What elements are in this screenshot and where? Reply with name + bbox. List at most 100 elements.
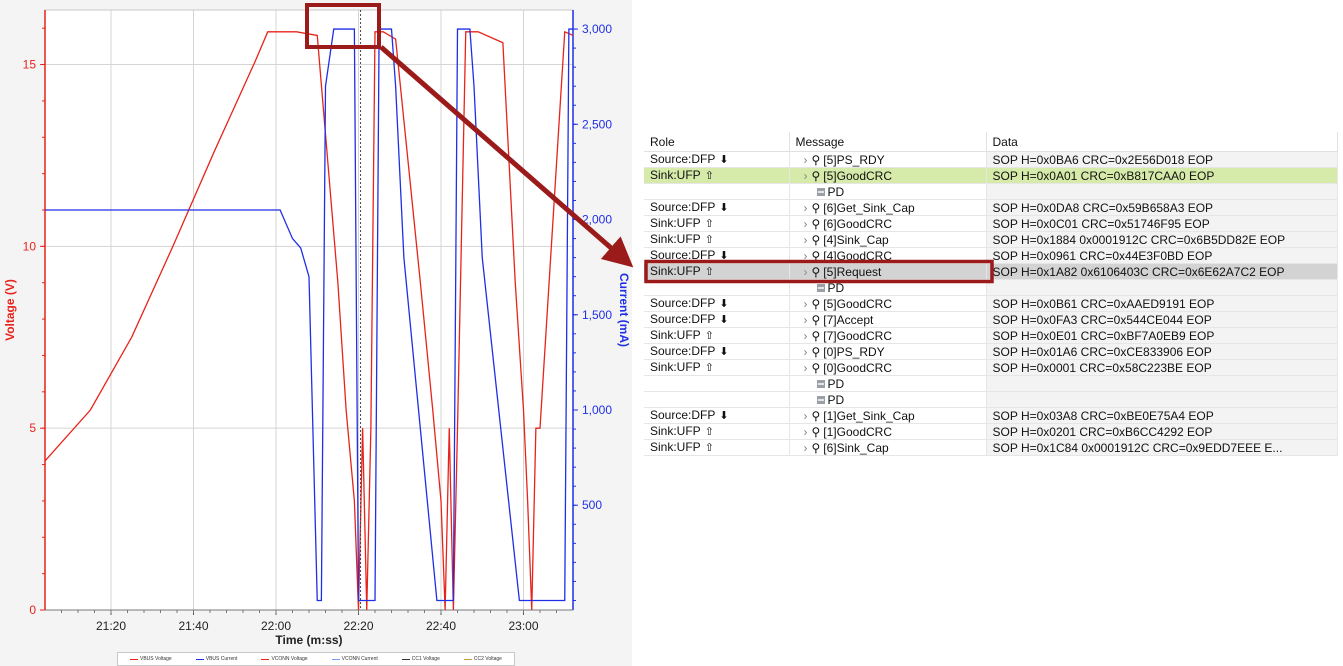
message-text: [7]GoodCRC [823,328,892,343]
cell-message: › ⚲ [4]GoodCRC [789,247,987,264]
cell-role: Sink:UFP ⇧ [644,327,790,344]
role-text: Source:DFP [650,296,716,310]
chevron-right-icon[interactable]: › [803,328,808,343]
table-row[interactable]: Sink:UFP ⇧ › ⚲ [0]GoodCRC SOP H=0x0001 CRC=0x… [644,359,1338,376]
chevron-right-icon[interactable]: › [803,296,808,311]
cell-role: Sink:UFP ⇧ [644,231,790,248]
table-row[interactable]: Source:DFP ⬇ › ⚲ [0]PS_RDY SOP H=0x01A6 CRC=0… [644,343,1338,360]
table-header-row: Role Message Data [644,132,1338,152]
cell-role [644,279,790,296]
table-row[interactable]: Sink:UFP ⇧ › ⚲ [1]GoodCRC SOP H=0x0201 CRC=0x… [644,423,1338,440]
legend-item[interactable]: VCONN Current [331,656,378,662]
cell-data: SOP H=0x0B61 CRC=0xAAED9191 EOP [986,295,1338,312]
table-row[interactable]: Sink:UFP ⇧ › ⚲ [7]GoodCRC SOP H=0x0E01 CRC=0x… [644,327,1338,344]
chevron-right-icon[interactable]: › [803,264,808,279]
cell-data: SOP H=0x0C01 CRC=0x51746F95 EOP [986,215,1338,232]
legend-item[interactable]: VBUS Current [195,656,237,662]
chevron-right-icon[interactable]: › [803,312,808,327]
chevron-right-icon[interactable]: › [803,232,808,247]
cell-role: Sink:UFP ⇧ [644,215,790,232]
chevron-right-icon[interactable]: › [803,248,808,263]
chevron-right-icon[interactable]: › [803,360,808,375]
usb-icon: ⚲ [811,424,821,439]
chevron-right-icon[interactable]: › [803,424,808,439]
message-text: PD [827,184,845,199]
cell-data: SOP H=0x0961 CRC=0x44E3F0BD EOP [986,247,1338,264]
chevron-right-icon[interactable]: › [803,200,808,215]
legend-item[interactable]: CC2 Voltage [463,656,502,662]
chevron-right-icon[interactable]: › [803,216,808,231]
cell-data: SOP H=0x01A6 CRC=0xCE833906 EOP [986,343,1338,360]
table-row[interactable]: Source:DFP ⬇ › ⚲ [4]GoodCRC SOP H=0x0961 CRC=… [644,247,1338,264]
cell-message: › ⚲ [6]Get_Sink_Cap [789,199,987,216]
usb-icon: ⚲ [811,248,821,263]
chart-svg: 21:20 21:40 22:00 22:20 22:40 23:00 0 5 10 15 500 1… [3,9,631,647]
role-text: Sink:UFP [650,168,701,182]
cell-message: › ⚲ [5]GoodCRC [789,167,987,184]
table-row[interactable]: Source:DFP ⬇ › ⚲ [5]GoodCRC SOP H=0x0B61 CRC=… [644,295,1338,312]
cell-data: SOP H=0x0DA8 CRC=0x59B658A3 EOP [986,199,1338,216]
column-header-role[interactable]: Role [644,132,790,152]
column-header-data[interactable]: Data [986,132,1338,152]
message-text: [5]GoodCRC [823,296,892,311]
chevron-right-icon[interactable]: › [803,408,808,423]
cell-message: PD [789,391,987,408]
cell-role: Sink:UFP ⇧ [644,359,790,376]
table-row[interactable]: Source:DFP ⬇ › ⚲ [1]Get_Sink_Cap SOP H=0x03A8… [644,407,1338,424]
role-text: Source:DFP [650,248,716,262]
table-row[interactable]: Source:DFP ⬇ › ⚲ [5]PS_RDY SOP H=0x0BA6 CRC=0… [644,151,1338,168]
table-row[interactable]: Sink:UFP ⇧ › ⚲ [5]GoodCRC SOP H=0x0A01 CRC=0x… [644,167,1338,184]
cell-data [986,391,1338,408]
table-row[interactable]: PD [644,183,1338,200]
arrow-down-icon: ⬇ [719,250,729,262]
cell-message: › ⚲ [5]GoodCRC [789,295,987,312]
legend-item[interactable]: VBUS Voltage [130,656,172,662]
cell-message: › ⚲ [0]PS_RDY [789,343,987,360]
usb-icon: ⚲ [811,328,821,343]
table-row[interactable]: Sink:UFP ⇧ › ⚲ [6]GoodCRC SOP H=0x0C01 CRC=0x… [644,215,1338,232]
arrow-down-icon: ⬇ [719,154,729,166]
role-text: Source:DFP [650,152,716,166]
role-text: Sink:UFP [650,216,701,230]
collapse-icon[interactable] [816,188,825,197]
cell-data: SOP H=0x0BA6 CRC=0x2E56D018 EOP [986,151,1338,168]
arrow-down-icon: ⬇ [719,298,729,310]
table-row[interactable]: Sink:UFP ⇧ › ⚲ [6]Sink_Cap SOP H=0x1C84 0x000… [644,439,1338,456]
collapse-icon[interactable] [816,284,825,293]
legend-label: VCONN Voltage [271,656,308,662]
cell-message: › ⚲ [1]GoodCRC [789,423,987,440]
x-tick-label: 22:40 [426,619,456,633]
y-right-tick-label: 2,500 [582,117,612,131]
table-row[interactable]: Sink:UFP ⇧ › ⚲ [5]Request SOP H=0x1A82 0x6106… [644,263,1338,280]
cell-role [644,375,790,392]
cell-data: SOP H=0x0A01 CRC=0xB817CAA0 EOP [986,167,1338,184]
table-row[interactable]: PD [644,279,1338,296]
arrow-up-icon: ⇧ [704,442,714,454]
chevron-right-icon[interactable]: › [803,440,808,455]
table-row[interactable]: Sink:UFP ⇧ › ⚲ [4]Sink_Cap SOP H=0x1884 0x000… [644,231,1338,248]
legend-item[interactable]: VCONN Voltage [261,656,308,662]
role-text: Source:DFP [650,312,716,326]
collapse-icon[interactable] [816,380,825,389]
chevron-right-icon[interactable]: › [803,168,808,183]
legend-label: VBUS Voltage [140,656,172,662]
cell-data: SOP H=0x03A8 CRC=0xBE0E75A4 EOP [986,407,1338,424]
table-row[interactable]: Source:DFP ⬇ › ⚲ [6]Get_Sink_Cap SOP H=0x0DA8… [644,199,1338,216]
message-text: [6]Get_Sink_Cap [823,200,915,215]
legend-item[interactable]: CC1 Voltage [401,656,440,662]
column-header-message[interactable]: Message [789,132,987,152]
y-left-tick-label: 10 [23,239,37,253]
cell-role: Source:DFP ⬇ [644,295,790,312]
arrow-down-icon: ⬇ [719,202,729,214]
collapse-icon[interactable] [816,396,825,405]
table-row[interactable]: Source:DFP ⬇ › ⚲ [7]Accept SOP H=0x0FA3 CRC=0… [644,311,1338,328]
chevron-right-icon[interactable]: › [803,152,808,167]
y-right-axis-title: Current (mA) [617,273,631,347]
cell-data [986,375,1338,392]
table-row[interactable]: PD [644,391,1338,408]
message-text: [0]PS_RDY [823,344,885,359]
usb-icon: ⚲ [811,152,821,167]
chevron-right-icon[interactable]: › [803,344,808,359]
cell-role: Sink:UFP ⇧ [644,167,790,184]
table-row[interactable]: PD [644,375,1338,392]
